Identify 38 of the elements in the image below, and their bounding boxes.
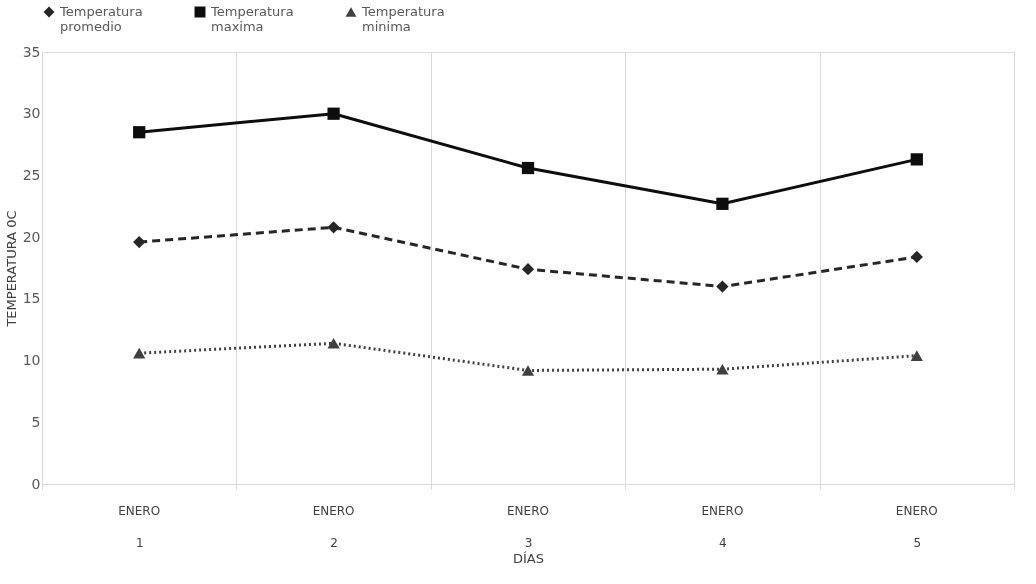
text: ENERO <box>507 504 549 518</box>
x-axis-title: DÍAS <box>513 550 544 566</box>
point <box>716 197 729 210</box>
point <box>910 153 923 166</box>
point <box>716 280 729 293</box>
point <box>521 161 535 175</box>
point <box>910 250 923 264</box>
y-tick-label: 10 <box>22 352 41 369</box>
x-tick-label: 5 <box>913 535 922 550</box>
x-tick-label: 4 <box>719 535 727 550</box>
text: ENERO <box>312 504 355 518</box>
point <box>521 365 535 376</box>
legend-label: Temperatura maxima <box>210 4 294 34</box>
y-axis-title: TEMPERATURA 0C <box>3 210 19 328</box>
y-tick-label: 15 <box>22 290 41 307</box>
point <box>327 221 340 234</box>
x-tick-label: 2 <box>330 535 338 550</box>
x-tick-label: 3 <box>524 535 533 550</box>
point <box>327 337 340 349</box>
point <box>133 235 146 249</box>
y-tick-label: 5 <box>31 413 41 430</box>
legend-label: Temperatura promedio <box>59 4 143 34</box>
y-tick-label: 25 <box>22 166 41 183</box>
point <box>521 263 535 276</box>
point <box>910 350 923 361</box>
point <box>716 363 729 375</box>
text: ENERO <box>701 504 744 518</box>
y-tick-label: 0 <box>31 475 41 492</box>
text: ENERO <box>118 504 161 518</box>
y-tick-label: 20 <box>22 228 41 245</box>
y-tick-label: 35 <box>22 43 41 60</box>
y-tick-label: 30 <box>22 105 41 122</box>
legend-label: Temperatura minima <box>361 4 445 34</box>
point <box>327 107 340 120</box>
x-tick-label: 1 <box>135 535 144 550</box>
point <box>133 126 146 139</box>
text: ENERO <box>895 504 938 518</box>
point <box>133 347 146 359</box>
